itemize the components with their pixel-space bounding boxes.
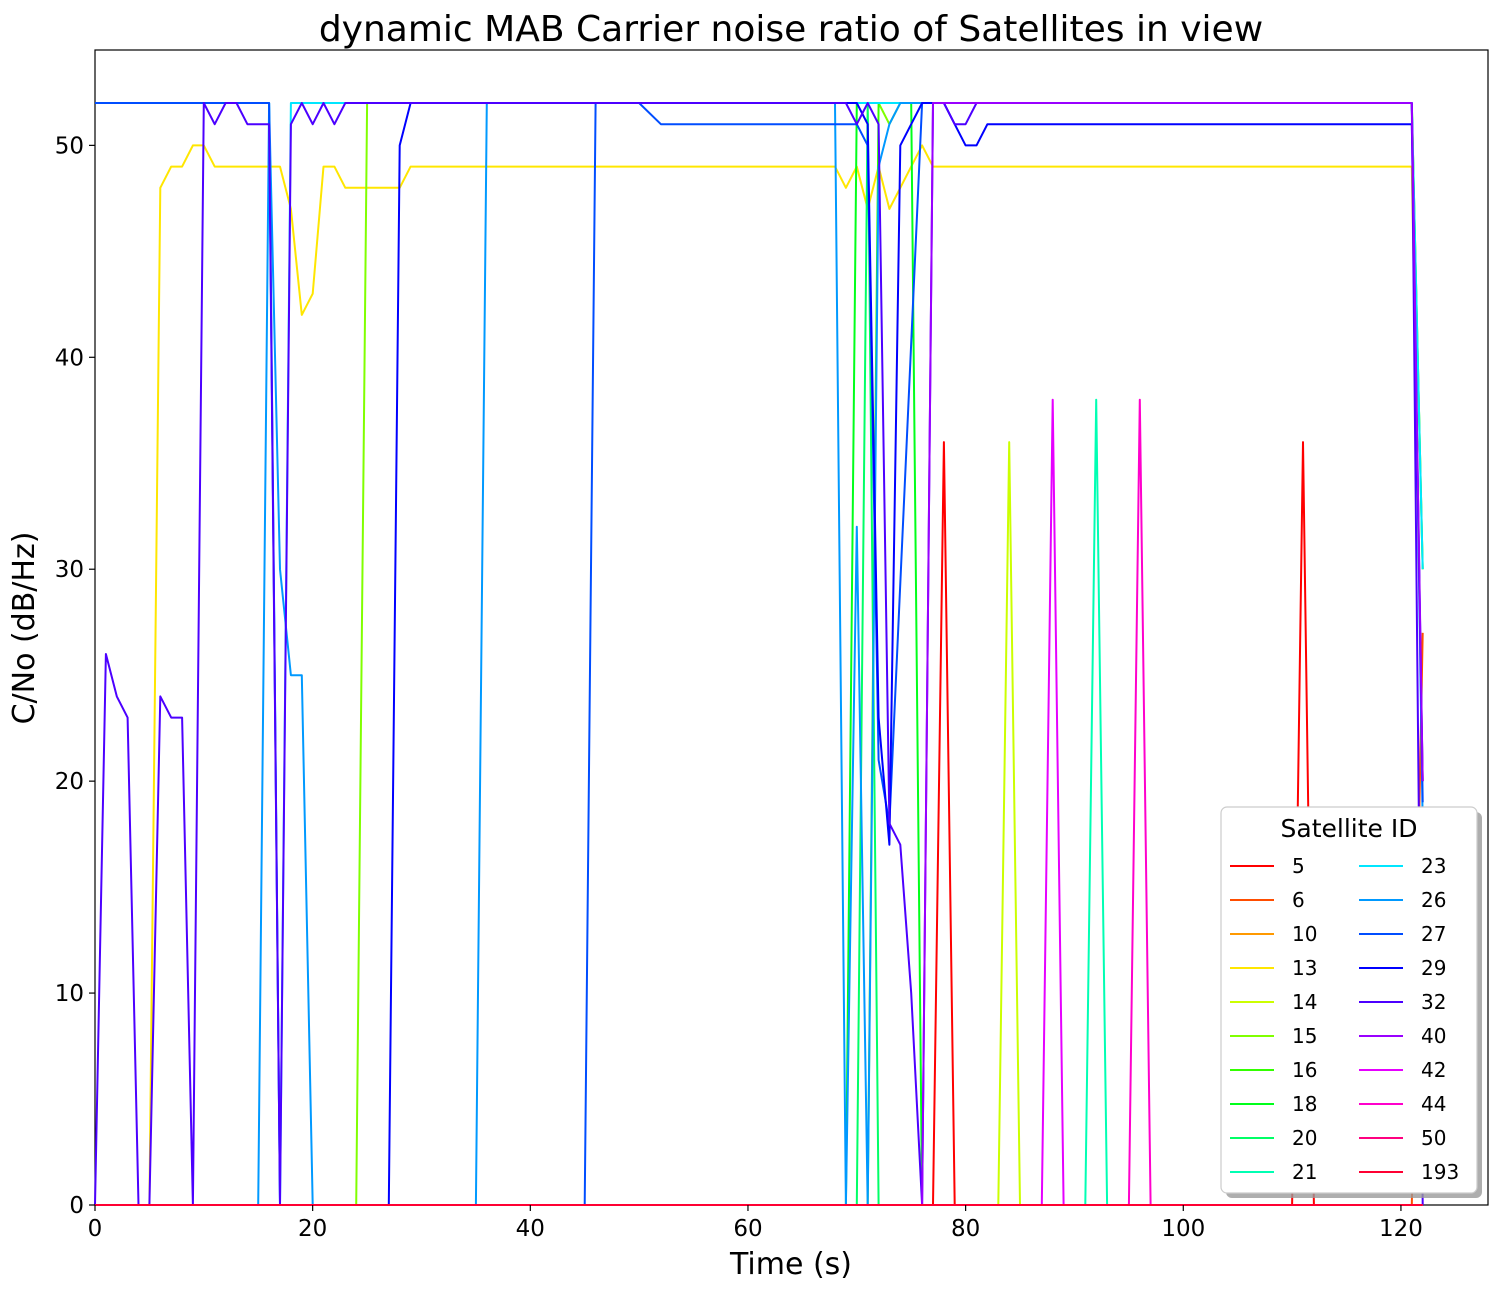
y-tick-label: 10 bbox=[55, 981, 84, 1007]
series-line-13 bbox=[95, 144, 1424, 1206]
legend-label-15: 15 bbox=[1292, 1024, 1317, 1048]
x-axis-label: Time (s) bbox=[729, 1247, 852, 1282]
y-axis-label: C/No (dB/Hz) bbox=[7, 532, 42, 725]
legend-title: Satellite ID bbox=[1281, 814, 1418, 843]
y-tick-label: 30 bbox=[55, 557, 84, 583]
legend-label-21: 21 bbox=[1292, 1160, 1317, 1184]
series-layer bbox=[94, 102, 1424, 1206]
chart-title: dynamic MAB Carrier noise ratio of Satel… bbox=[319, 9, 1263, 50]
y-tick-label: 20 bbox=[55, 769, 84, 795]
legend-box bbox=[1220, 806, 1478, 1194]
x-tick-label: 60 bbox=[733, 1216, 762, 1242]
legend-label-5: 5 bbox=[1292, 854, 1305, 878]
legend-label-6: 6 bbox=[1292, 888, 1305, 912]
legend-label-32: 32 bbox=[1421, 990, 1446, 1014]
x-tick-label: 20 bbox=[298, 1216, 327, 1242]
x-tick-label: 120 bbox=[1379, 1216, 1423, 1242]
legend-label-18: 18 bbox=[1292, 1092, 1317, 1116]
legend-label-40: 40 bbox=[1421, 1024, 1446, 1048]
x-tick-label: 80 bbox=[951, 1216, 980, 1242]
axis-ticks: 0 20 40 60 80 100 120 0 10 20 30 40 50 bbox=[55, 133, 1423, 1242]
y-tick-label: 0 bbox=[69, 1193, 84, 1219]
legend: Satellite ID 5 6 10 13 14 15 16 18 20 21 23 26 27 29 3… bbox=[1220, 806, 1482, 1198]
legend-label-23: 23 bbox=[1421, 854, 1446, 878]
x-tick-label: 0 bbox=[88, 1216, 103, 1242]
y-tick-label: 50 bbox=[55, 133, 84, 159]
legend-label-26: 26 bbox=[1421, 888, 1446, 912]
x-tick-label: 40 bbox=[516, 1216, 545, 1242]
legend-label-10: 10 bbox=[1292, 922, 1317, 946]
legend-label-44: 44 bbox=[1421, 1092, 1446, 1116]
legend-label-42: 42 bbox=[1421, 1058, 1446, 1082]
legend-label-193: 193 bbox=[1421, 1160, 1459, 1184]
x-tick-label: 100 bbox=[1161, 1216, 1205, 1242]
y-tick-label: 40 bbox=[55, 345, 84, 371]
legend-label-13: 13 bbox=[1292, 956, 1317, 980]
legend-entries: 5 6 10 13 14 15 16 18 20 21 23 26 27 29 32 40 42 44 50 193 bbox=[1230, 854, 1459, 1184]
legend-label-29: 29 bbox=[1421, 956, 1446, 980]
legend-label-50: 50 bbox=[1421, 1126, 1446, 1150]
series-line-29 bbox=[95, 102, 1424, 1206]
legend-label-14: 14 bbox=[1292, 990, 1317, 1014]
legend-label-27: 27 bbox=[1421, 922, 1446, 946]
legend-label-20: 20 bbox=[1292, 1126, 1317, 1150]
legend-label-16: 16 bbox=[1292, 1058, 1317, 1082]
